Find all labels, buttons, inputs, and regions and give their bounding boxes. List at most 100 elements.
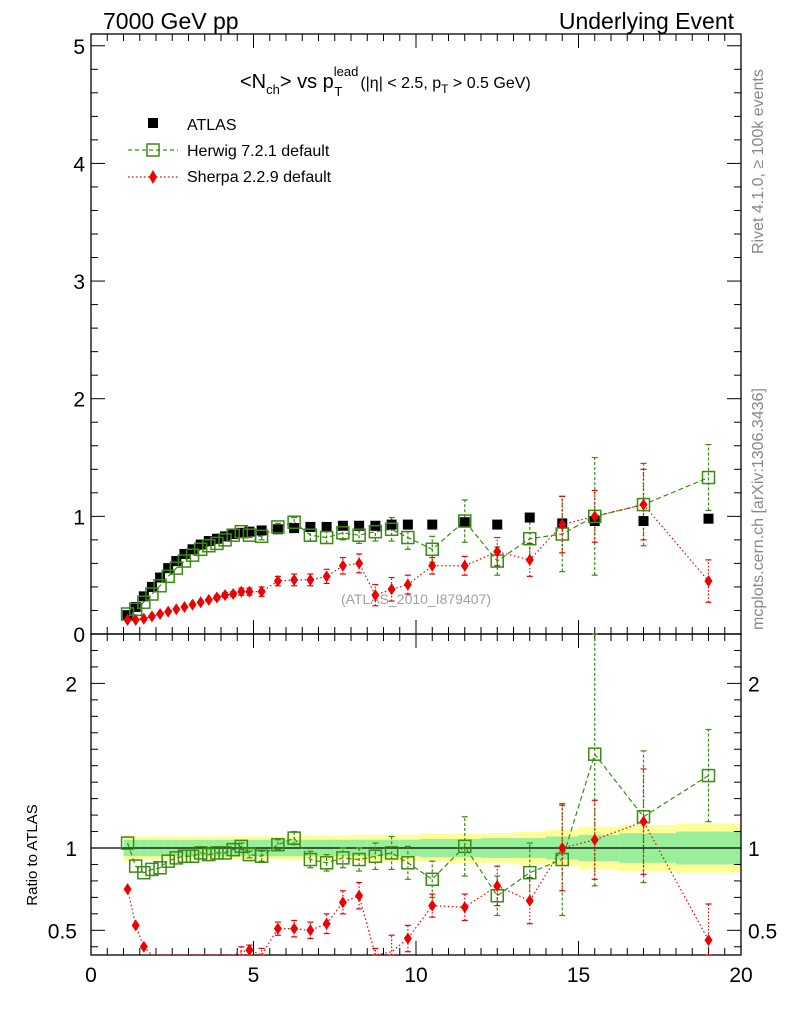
ratio-sherpa-point [460, 901, 469, 914]
herwig-point [161, 569, 175, 584]
sherpa-line [127, 503, 709, 621]
ratio-herwig-point [254, 849, 269, 863]
ratio-herwig-point [161, 854, 175, 868]
atlas-point [203, 536, 214, 547]
ratio-y-tick-label-left: 0.5 [48, 920, 77, 943]
herwig-point [303, 528, 318, 542]
herwig-point [202, 539, 216, 553]
sherpa-point [204, 593, 213, 606]
sherpa-point [229, 588, 238, 600]
ratio-sherpa-point [245, 944, 254, 957]
title-sub-T: T [334, 84, 342, 99]
legend-sherpa-label: Sherpa 2.2.9 default [187, 169, 332, 186]
x-tick-label: 15 [567, 964, 590, 987]
sherpa-point [172, 603, 181, 616]
ratio-sherpa-point [290, 922, 299, 935]
herwig-point [210, 536, 224, 551]
sherpa-point [188, 598, 197, 611]
herwig-point [523, 531, 537, 546]
sherpa-point [306, 573, 315, 586]
herwig-point [234, 524, 249, 539]
ratio-herwig-point [352, 852, 366, 867]
atlas-point [703, 513, 714, 524]
atlas-point [228, 529, 239, 539]
ratio-y-tick-label-right: 2 [748, 673, 760, 696]
ratio-herwig-point [336, 851, 350, 865]
sherpa-point [338, 559, 347, 572]
sherpa-point [355, 557, 364, 570]
herwig-point [319, 530, 334, 545]
ratio-sherpa-point [139, 940, 148, 953]
ratio-panel-series [120, 633, 716, 957]
legend-atlas-marker [148, 118, 158, 128]
ratio-herwig-point [226, 842, 240, 857]
atlas-point [272, 524, 283, 535]
ratio-sherpa-point [639, 815, 648, 828]
atlas-point [492, 519, 503, 530]
side-label-bottom: mcplots.cern.ch [arXiv:1306.3436] [750, 388, 767, 630]
herwig-point [218, 533, 232, 547]
ratio-herwig-point [193, 846, 208, 860]
atlas-point [236, 527, 247, 538]
sherpa-point [322, 570, 331, 583]
title-cut-sub-T: T [441, 82, 449, 96]
sherpa-point [245, 585, 254, 598]
herwig-point [384, 522, 399, 537]
sherpa-point [147, 610, 156, 623]
ratio-herwig-point [234, 839, 249, 854]
herwig-point [137, 595, 151, 609]
legend-sherpa-marker [149, 170, 157, 184]
header-left: 7000 GeV pp [103, 8, 239, 34]
watermark: (ATLAS_2010_I879407) [341, 591, 491, 607]
legend-herwig-marker [146, 143, 160, 157]
main-y-tick-label: 2 [73, 389, 85, 412]
ratio-sherpa-point [590, 833, 599, 846]
ratio-y-tick-label-right: 1 [748, 838, 760, 861]
sherpa-point [704, 575, 713, 588]
ratio-sherpa-point [322, 917, 331, 930]
herwig-point [401, 530, 415, 545]
ratio-sherpa-point [704, 934, 713, 947]
sherpa-point [139, 612, 148, 625]
atlas-point [321, 521, 332, 532]
ratio-herwig-point [588, 747, 602, 761]
herwig-point [425, 542, 439, 557]
atlas-point [524, 512, 535, 523]
ratio-herwig-point [384, 846, 399, 860]
ratio-herwig-line [126, 752, 709, 897]
sherpa-point [131, 613, 140, 626]
x-tick-label: 0 [85, 964, 97, 987]
herwig-line [127, 476, 709, 615]
sherpa-point [212, 591, 221, 604]
title-main: <N [240, 71, 266, 93]
sherpa-point [164, 605, 173, 618]
main-y-tick-label: 0 [73, 624, 85, 647]
sherpa-point [428, 559, 437, 572]
sherpa-point [290, 573, 299, 586]
herwig-point [271, 520, 285, 534]
ratio-herwig-point [177, 849, 192, 863]
atlas-point [179, 549, 190, 559]
sherpa-point [525, 553, 534, 566]
ratio-sherpa-point [123, 883, 132, 896]
atlas-point [354, 520, 365, 531]
herwig-point [169, 561, 184, 575]
herwig-point [458, 514, 472, 528]
ratio-herwig-point [701, 768, 716, 783]
atlas-point [155, 572, 166, 583]
ratio-herwig-point [368, 849, 383, 863]
atlas-point [220, 531, 231, 542]
x-tick-label: 20 [729, 964, 752, 987]
ratio-herwig-point [401, 856, 415, 870]
atlas-point [402, 519, 413, 530]
ratio-sherpa-line [126, 820, 710, 956]
sherpa-point [639, 498, 648, 511]
atlas-point [146, 581, 157, 592]
sherpa-point [180, 600, 189, 613]
sherpa-point [371, 589, 380, 602]
sherpa-point [257, 585, 266, 598]
ratio-sherpa-point [493, 879, 502, 892]
ratio-y-tick-label-left: 1 [65, 838, 77, 861]
atlas-point [195, 539, 206, 550]
